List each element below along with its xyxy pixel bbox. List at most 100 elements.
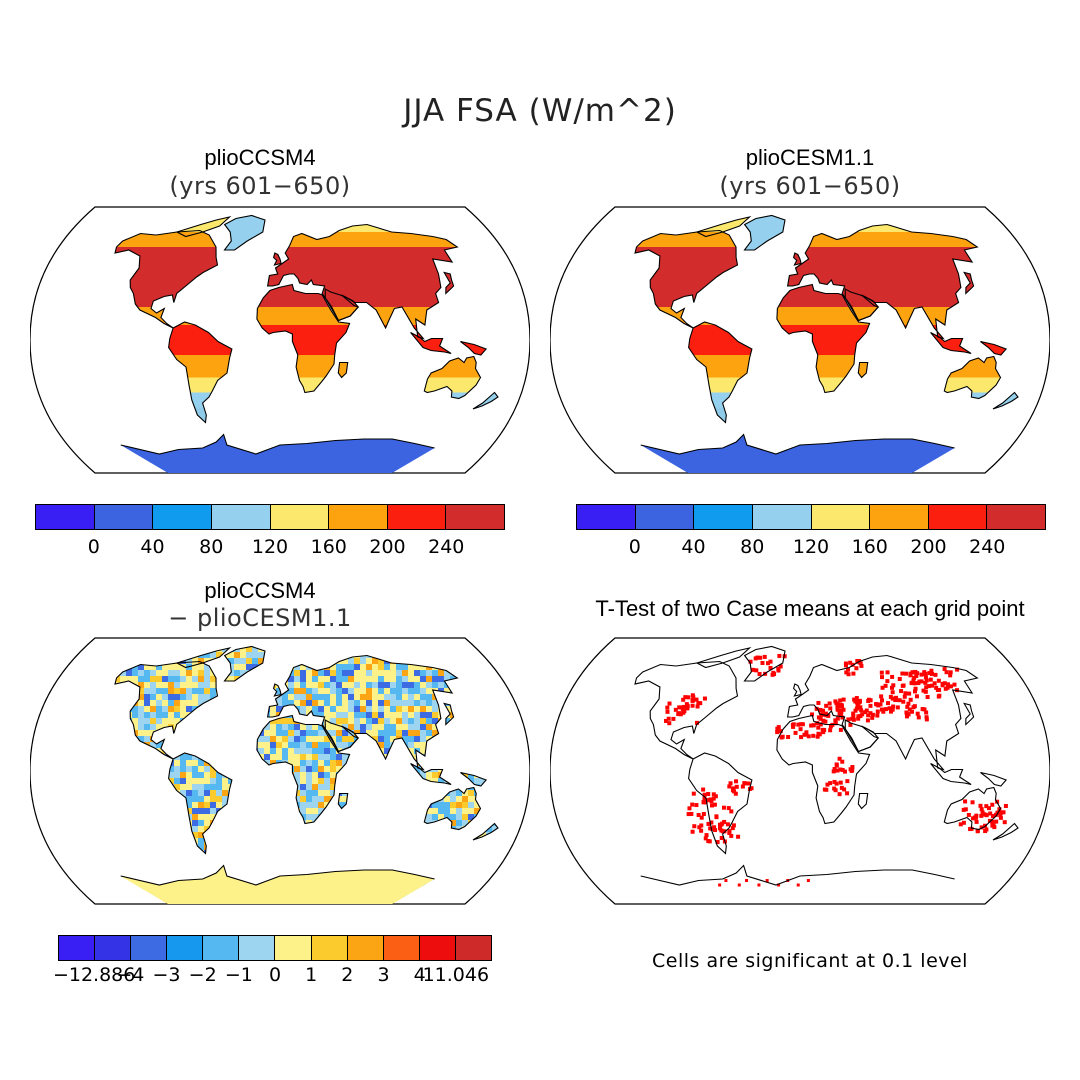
significant-cell <box>998 810 1003 815</box>
significant-cell <box>798 727 803 732</box>
grid-cell <box>330 670 336 676</box>
grid-cell <box>156 706 162 712</box>
significant-cell <box>702 696 707 701</box>
grid-cell <box>300 808 306 814</box>
grid-cell <box>420 730 426 736</box>
grid-cell <box>294 676 300 682</box>
significant-cell <box>823 719 828 724</box>
grid-cell <box>498 868 504 874</box>
significant-cell <box>796 722 801 727</box>
grid-cell <box>378 694 384 700</box>
significant-cell <box>793 730 798 735</box>
significant-cell <box>913 669 918 674</box>
grid-cell <box>198 844 204 850</box>
significant-cell <box>851 717 856 722</box>
grid-cell <box>36 856 42 862</box>
grid-cell <box>54 874 60 880</box>
grid-cell <box>522 880 528 886</box>
significant-cell <box>760 660 765 665</box>
grid-cell <box>498 634 504 640</box>
grid-cell <box>396 712 402 718</box>
grid-cell <box>216 904 222 909</box>
significant-cell <box>899 689 904 694</box>
grid-cell <box>186 754 192 760</box>
grid-cell <box>138 700 144 706</box>
grid-cell <box>486 886 492 892</box>
grid-cell <box>150 904 156 909</box>
grid-cell <box>486 652 492 658</box>
colorbar-tick-label: 40 <box>681 536 706 558</box>
grid-cell <box>378 658 384 664</box>
grid-cell <box>288 742 294 748</box>
significant-cell <box>728 781 733 786</box>
grid-cell <box>438 670 444 676</box>
grid-cell <box>144 676 150 682</box>
significant-cell <box>942 667 947 672</box>
significant-cell <box>858 705 863 710</box>
significant-cell <box>878 702 883 707</box>
significant-cell <box>851 671 856 676</box>
coastline-newzealand <box>472 822 499 841</box>
grid-cell <box>330 718 336 724</box>
grid-cell <box>168 700 174 706</box>
grid-cell <box>162 904 168 909</box>
significant-cell <box>845 791 850 796</box>
grid-cell <box>426 808 432 814</box>
grid-cell <box>312 808 318 814</box>
grid-cell <box>180 676 186 682</box>
grid-cell <box>330 778 336 784</box>
grid-cell <box>354 670 360 676</box>
grid-cell <box>270 904 276 909</box>
grid-cell <box>198 808 204 814</box>
grid-cell <box>324 736 330 742</box>
grid-cell <box>198 670 204 676</box>
significant-cell <box>721 805 726 810</box>
grid-cell <box>204 682 210 688</box>
significant-cell <box>818 716 823 721</box>
grid-cell <box>306 754 312 760</box>
grid-cell <box>348 688 354 694</box>
grid-cell <box>204 652 210 658</box>
grid-cell <box>312 748 318 754</box>
grid-cell <box>336 676 342 682</box>
significant-cell <box>726 806 731 811</box>
grid-cell <box>144 718 150 724</box>
significant-cell <box>981 812 986 817</box>
grid-cell <box>528 886 530 892</box>
grid-cell <box>432 814 438 820</box>
grid-cell <box>420 748 426 754</box>
significant-cell <box>972 815 977 820</box>
significant-cell <box>719 836 724 841</box>
grid-cell <box>204 772 210 778</box>
grid-cell <box>366 664 372 670</box>
grid-cell <box>234 658 240 664</box>
grid-cell <box>204 808 210 814</box>
significant-cell <box>866 698 871 703</box>
significant-cell <box>880 698 885 703</box>
map-plioCCSM4 <box>30 206 530 474</box>
grid-cell <box>66 898 72 904</box>
significant-cell <box>817 732 822 737</box>
grid-cell <box>282 748 288 754</box>
grid-cell <box>324 760 330 766</box>
grid-cell <box>78 898 84 904</box>
grid-cell <box>432 802 438 808</box>
grid-cell <box>378 664 384 670</box>
grid-cell <box>30 676 36 682</box>
grid-cell <box>354 904 360 909</box>
significant-cell <box>929 683 934 688</box>
significant-cell <box>879 707 884 712</box>
significant-cell <box>893 697 898 702</box>
grid-cell <box>234 652 240 658</box>
grid-cell <box>144 694 150 700</box>
grid-cell <box>186 796 192 802</box>
grid-cell <box>36 904 42 909</box>
coastline-europeasia <box>786 223 979 340</box>
grid-cell <box>330 700 336 706</box>
grid-cell <box>198 814 204 820</box>
significant-cell <box>974 819 979 824</box>
grid-cell <box>402 664 408 670</box>
grid-cell <box>336 730 342 736</box>
grid-cell <box>420 724 426 730</box>
grid-cell <box>204 694 210 700</box>
